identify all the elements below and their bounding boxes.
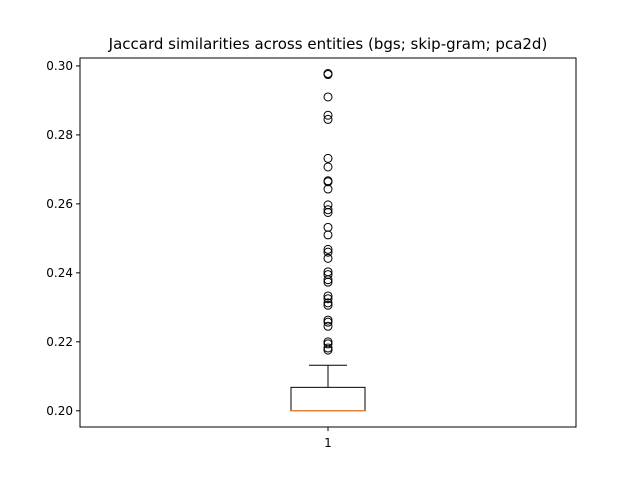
outlier-point: [323, 270, 333, 280]
outlier-point: [323, 315, 333, 325]
outlier-point: [323, 153, 333, 163]
outlier-point: [323, 294, 333, 304]
outlier-point: [323, 222, 333, 232]
y-axis: 0.20 0.22 0.24 0.26 0.28 0.30: [46, 59, 80, 418]
y-tick-label: 0.22: [46, 335, 73, 349]
outlier-point: [323, 298, 333, 308]
outlier-point: [323, 300, 333, 310]
y-tick-label: 0.28: [46, 128, 73, 142]
iqr-box: [290, 386, 366, 412]
outlier-point: [323, 339, 333, 349]
outlier-point: [323, 110, 333, 120]
outlier-point: [323, 69, 333, 79]
x-tick-label: 1: [324, 436, 332, 450]
outlier-point: [323, 247, 333, 257]
outlier-point: [323, 291, 333, 301]
outlier-point: [323, 92, 333, 102]
outlier-point: [323, 230, 333, 240]
outliers: [323, 69, 333, 355]
y-tick-label: 0.26: [46, 197, 73, 211]
outlier-point: [323, 337, 333, 347]
outlier-point: [323, 267, 333, 277]
outlier-point: [323, 343, 333, 353]
box-plot: [290, 364, 366, 412]
outlier-point: [323, 253, 333, 263]
outlier-point: [323, 162, 333, 172]
outlier-point: [323, 200, 333, 210]
outlier-point: [323, 244, 333, 254]
outlier-point: [323, 205, 333, 215]
outlier-point: [323, 317, 333, 327]
outlier-point: [323, 114, 333, 124]
x-axis: 1: [324, 427, 332, 450]
outlier-point: [323, 176, 333, 186]
y-tick-label: 0.20: [46, 404, 73, 418]
chart-title: Jaccard similarities across entities (bg…: [108, 35, 548, 53]
outlier-point: [323, 321, 333, 331]
y-tick-label: 0.24: [46, 266, 73, 280]
y-tick-label: 0.30: [46, 59, 73, 73]
